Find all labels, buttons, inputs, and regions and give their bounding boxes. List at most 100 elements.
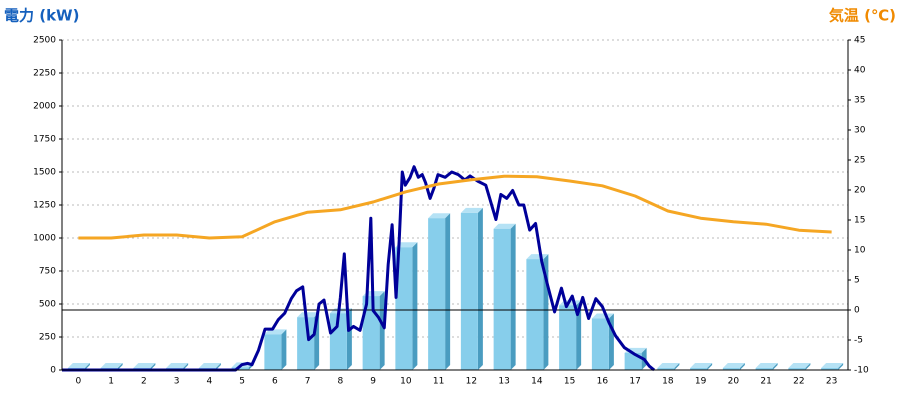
x-tick-label: 23 [826,377,837,387]
y-axis-title: 電力 (kW) [4,7,79,25]
x-tick-label: 18 [662,377,674,387]
bar [591,318,609,370]
x-tick-label: 5 [239,377,245,387]
bar [297,317,315,370]
power-line [62,165,656,372]
bar-side [379,291,385,370]
temperature-line [78,174,832,240]
bar [788,368,806,370]
x-tick-label: 12 [466,377,477,387]
x-tick-label: 6 [272,377,278,387]
bar-side [477,207,483,370]
y2-tick-label: 5 [854,276,860,286]
bar-top [133,363,156,369]
bar-top [788,363,811,369]
y2-tick-label: 0 [854,306,860,316]
bar-side [445,213,451,370]
bar-top [821,363,844,369]
bar-side [510,223,516,370]
bar [395,247,413,370]
bar-top [67,363,90,369]
bar [657,368,675,370]
x-tick-label: 17 [629,377,640,387]
bar-side [117,363,123,370]
y-tick-label: 1250 [33,201,56,211]
y-tick-label: 0 [50,366,56,376]
bar [231,367,249,370]
bar-top [100,363,123,369]
y-tick-label: 2250 [33,69,56,79]
bar-side [215,363,221,370]
bar-side [739,363,745,370]
x-tick-label: 22 [793,377,804,387]
y-tick-label: 1500 [33,168,56,178]
bar-top [297,312,320,318]
y-tick-label: 1750 [33,135,56,145]
y-tick-label: 750 [39,267,56,277]
x-tick-label: 21 [760,377,771,387]
x-tick-label: 9 [370,377,376,387]
y-tick-label: 250 [39,333,56,343]
bar [821,368,839,370]
bar-top [428,213,451,219]
bar-top [722,363,745,369]
x-tick-label: 16 [597,377,609,387]
bar-top [460,207,483,213]
bar-top [395,242,418,248]
y2-tick-label: 10 [854,246,866,256]
bar-side [674,363,680,370]
bar-top [690,363,713,369]
bar-top [493,223,516,229]
y-tick-label: 2500 [33,36,56,46]
y2-tick-label: 30 [854,126,866,136]
x-tick-label: 8 [338,377,344,387]
bar-top [264,329,287,335]
y2-tick-label: 20 [854,186,866,196]
bar-side [150,363,156,370]
bar-top [198,363,221,369]
bar-top [657,363,680,369]
x-tick-label: 4 [207,377,213,387]
x-tick-label: 10 [400,377,412,387]
y2-tick-label: -5 [854,336,863,346]
bar [264,334,282,370]
y2-tick-label: 15 [854,216,865,226]
y-tick-label: 500 [39,300,56,310]
bar-side [805,363,811,370]
y2-tick-label: 45 [854,36,865,46]
bar-top [166,363,189,369]
bar-top [526,254,549,260]
x-tick-label: 2 [141,377,147,387]
bar-side [84,363,90,370]
x-tick-label: 20 [728,377,740,387]
bar-side [281,329,287,370]
bar [460,212,478,370]
x-tick-label: 0 [76,377,82,387]
bar-side [707,363,713,370]
bar-side [576,300,582,370]
x-tick-label: 3 [174,377,180,387]
y-tick-label: 2000 [33,102,56,112]
y2-tick-label: 35 [854,96,865,106]
x-tick-label: 11 [433,377,444,387]
bar-side [772,363,778,370]
x-tick-label: 14 [531,377,543,387]
bar [690,368,708,370]
bar-side [838,363,844,370]
bar-top [755,363,778,369]
x-tick-label: 15 [564,377,575,387]
bar [526,259,544,370]
bar [559,305,577,370]
bar [722,368,740,370]
bar [493,228,511,370]
y2-axis-title: 気温 (℃) [829,7,896,25]
x-tick-label: 1 [108,377,114,387]
bar [428,218,446,370]
y2-tick-label: 40 [854,66,866,76]
x-tick-label: 13 [498,377,509,387]
bar-side [183,363,189,370]
bar [755,368,773,370]
x-tick-label: 7 [305,377,311,387]
y-tick-label: 1000 [33,234,56,244]
